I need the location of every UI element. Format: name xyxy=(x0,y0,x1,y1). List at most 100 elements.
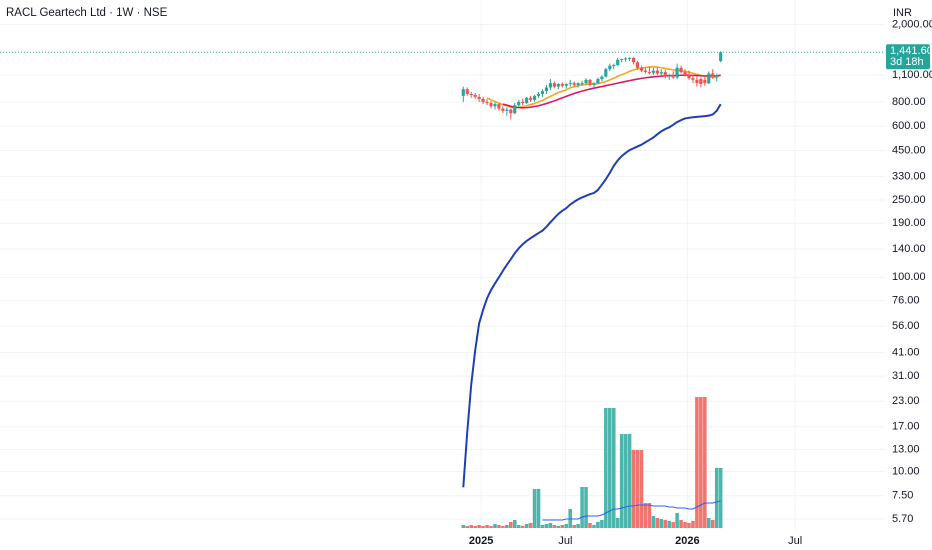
candle-body xyxy=(711,73,715,77)
y-tick-label: 100.00 xyxy=(892,271,926,283)
volume-bar xyxy=(509,522,513,528)
chart-title: RACL Geartech Ltd · 1W · NSE xyxy=(6,7,168,19)
candle-body xyxy=(469,93,473,95)
candle-body xyxy=(485,101,489,104)
volume-bar xyxy=(691,521,695,528)
volume-bar xyxy=(505,525,509,528)
volume-bar xyxy=(469,525,473,528)
candle-body xyxy=(663,72,667,77)
candle-body xyxy=(544,87,549,92)
volume-bar xyxy=(473,526,477,528)
candle-body xyxy=(576,83,580,85)
volume-bar xyxy=(465,526,470,528)
candle-body xyxy=(521,101,525,104)
volume-bar xyxy=(584,487,588,528)
candle-body xyxy=(517,101,521,106)
candle-body xyxy=(477,96,481,99)
candle-body xyxy=(536,93,541,96)
candle-body xyxy=(643,70,648,73)
volume-bar xyxy=(608,408,612,528)
candle-body xyxy=(465,89,469,94)
volume-bar xyxy=(707,518,711,528)
candle-body xyxy=(493,104,497,107)
volume-bar xyxy=(477,525,481,528)
candle-body xyxy=(647,72,651,74)
volume-bar xyxy=(663,520,668,528)
y-tick-label: 10.00 xyxy=(892,465,920,477)
candle-body xyxy=(616,59,620,66)
volume-bar xyxy=(679,520,683,528)
y-tick-label: 800.00 xyxy=(892,96,926,108)
volume-bar xyxy=(667,521,671,528)
last-price-box xyxy=(886,44,930,70)
y-tick-label: 56.00 xyxy=(892,320,920,332)
volume-bar xyxy=(639,450,644,528)
candle-body xyxy=(548,83,552,88)
y-tick-label: 23.00 xyxy=(892,395,920,407)
candle-body xyxy=(612,65,616,67)
candle-body xyxy=(509,109,513,114)
candle-body xyxy=(687,75,691,79)
volume-bar xyxy=(489,526,493,528)
volume-bar xyxy=(592,525,596,528)
candle-body xyxy=(600,76,604,80)
volume-bar xyxy=(611,408,616,528)
x-tick-label: 2026 xyxy=(675,535,699,547)
volume-bar xyxy=(576,524,580,528)
volume-bar xyxy=(497,525,501,528)
volume-bar xyxy=(540,525,545,528)
candle-body xyxy=(481,98,485,102)
y-tick-label: 76.00 xyxy=(892,294,920,306)
candle-body xyxy=(683,72,687,76)
y-tick-label: 31.00 xyxy=(892,370,920,382)
candle-body xyxy=(715,75,719,77)
volume-bar xyxy=(544,524,549,528)
candle-body xyxy=(679,67,683,73)
candle-body xyxy=(592,83,596,85)
volume-bar xyxy=(651,516,656,528)
volume-bar xyxy=(536,489,541,528)
volume-bar xyxy=(588,523,592,528)
candle-body xyxy=(505,109,509,111)
y-tick-label: 2,000.00 xyxy=(892,19,932,31)
candle-body xyxy=(564,83,568,86)
candle-body xyxy=(568,83,572,85)
volume-bar xyxy=(552,525,557,528)
volume-bar xyxy=(687,523,691,528)
volume-bar xyxy=(643,503,648,528)
candle-body xyxy=(489,103,493,107)
volume-bar xyxy=(564,524,569,528)
volume-bar xyxy=(635,450,640,528)
candle-body xyxy=(540,91,545,94)
volume-bar xyxy=(615,518,620,528)
candle-body xyxy=(529,97,533,100)
volume-bar xyxy=(516,525,521,528)
indicator-line xyxy=(462,103,722,488)
volume-bar xyxy=(714,468,719,528)
candle-body xyxy=(596,79,600,84)
volume-bar xyxy=(548,523,553,528)
candle-body xyxy=(667,75,671,77)
candle-body xyxy=(628,57,632,59)
volume-bar xyxy=(699,397,703,528)
volume-bar xyxy=(501,526,505,528)
y-tick-label: 7.50 xyxy=(892,490,913,502)
candle-body xyxy=(461,89,465,96)
volume-ma-line xyxy=(542,500,721,521)
y-tick-label: 450.00 xyxy=(892,144,926,156)
candle-body xyxy=(719,52,723,62)
y-tick-label: 140.00 xyxy=(892,243,926,255)
candle-body xyxy=(604,69,608,77)
volume-bar xyxy=(710,520,715,528)
candle-body xyxy=(473,94,477,97)
candle-body xyxy=(501,108,505,111)
volume-bar xyxy=(481,526,485,528)
volume-bar xyxy=(528,523,533,528)
y-tick-label: 17.00 xyxy=(892,421,920,433)
last-price-label: 1,441.60 xyxy=(890,45,932,57)
volume-bar xyxy=(580,487,584,528)
volume-bar xyxy=(683,522,687,528)
volume-bar xyxy=(655,518,660,528)
